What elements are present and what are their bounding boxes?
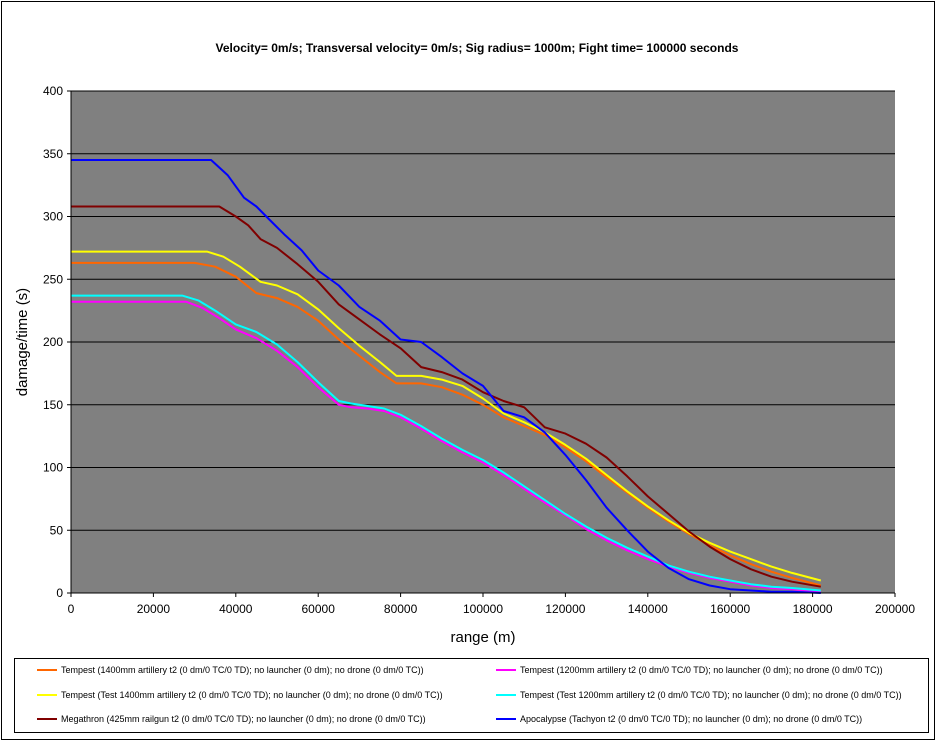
series-line: [71, 205, 821, 588]
y-tick-labels: 0 50 100 150 200 250 300 350 400: [43, 84, 71, 600]
series-line: [71, 250, 822, 582]
series-line: [71, 159, 821, 594]
y-tick-label: 300: [43, 210, 63, 224]
legend-swatch: [37, 694, 57, 696]
legend-item: Megathron (425mm railgun t2 (0 dm/0 TC/0…: [37, 712, 426, 726]
x-tick-label: 180000: [793, 602, 833, 616]
legend-item: Apocalypse (Tachyon t2 (0 dm/0 TC/0 TD);…: [496, 712, 862, 726]
legend-swatch: [496, 718, 516, 720]
legend-label: Megathron (425mm railgun t2 (0 dm/0 TC/0…: [61, 714, 426, 724]
y-tick-label: 150: [43, 398, 63, 412]
x-axis-label: range (m): [450, 629, 515, 646]
series-line: [71, 294, 821, 592]
legend-swatch: [37, 718, 57, 720]
y-axis-label: damage/time (s): [14, 288, 31, 396]
x-tick-label: 40000: [219, 602, 253, 616]
x-tick-label: 120000: [545, 602, 585, 616]
y-tick-label: 0: [56, 586, 63, 600]
y-tick-label: 350: [43, 147, 63, 161]
x-tick-labels: 0 20000 40000 60000 80000 100000 120000 140000 1…: [68, 593, 915, 616]
series-line: [71, 300, 821, 593]
x-tick-label: 20000: [137, 602, 171, 616]
legend-swatch: [496, 669, 516, 671]
legend-item: Tempest (Test 1200mm artillery t2 (0 dm/…: [496, 688, 902, 702]
legend-swatch: [496, 694, 516, 696]
x-tick-label: 140000: [628, 602, 668, 616]
series-lines: [71, 159, 822, 594]
x-tick-label: 160000: [710, 602, 750, 616]
legend-item: Tempest (1400mm artillery t2 (0 dm/0 TC/…: [37, 663, 424, 677]
chart-title: Velocity= 0m/s; Transversal velocity= 0m…: [216, 41, 739, 55]
legend-label: Apocalypse (Tachyon t2 (0 dm/0 TC/0 TD);…: [520, 714, 863, 724]
x-tick-label: 60000: [302, 602, 336, 616]
x-tick-label: 100000: [463, 602, 503, 616]
y-tick-label: 250: [43, 272, 63, 286]
x-tick-label: 0: [68, 602, 75, 616]
y-tick-label: 50: [50, 523, 64, 537]
chart-svg: Velocity= 0m/s; Transversal velocity= 0m…: [14, 41, 915, 646]
x-tick-label: 200000: [875, 602, 915, 616]
legend-label: Tempest (1400mm artillery t2 (0 dm/0 TC/…: [61, 665, 424, 675]
legend-label: Tempest (Test 1400mm artillery t2 (0 dm/…: [61, 690, 443, 700]
legend-label: Tempest (Test 1200mm artillery t2 (0 dm/…: [520, 690, 902, 700]
y-tick-label: 400: [43, 84, 63, 98]
legend-label: Tempest (1200mm artillery t2 (0 dm/0 TC/…: [520, 665, 883, 675]
y-tick-label: 200: [43, 335, 63, 349]
x-tick-label: 80000: [384, 602, 418, 616]
legend-item: Tempest (1200mm artillery t2 (0 dm/0 TC/…: [496, 663, 883, 677]
legend: Tempest (1400mm artillery t2 (0 dm/0 TC/…: [14, 658, 929, 733]
legend-swatch: [37, 669, 57, 671]
legend-item: Tempest (Test 1400mm artillery t2 (0 dm/…: [37, 688, 443, 702]
y-tick-label: 100: [43, 461, 63, 475]
